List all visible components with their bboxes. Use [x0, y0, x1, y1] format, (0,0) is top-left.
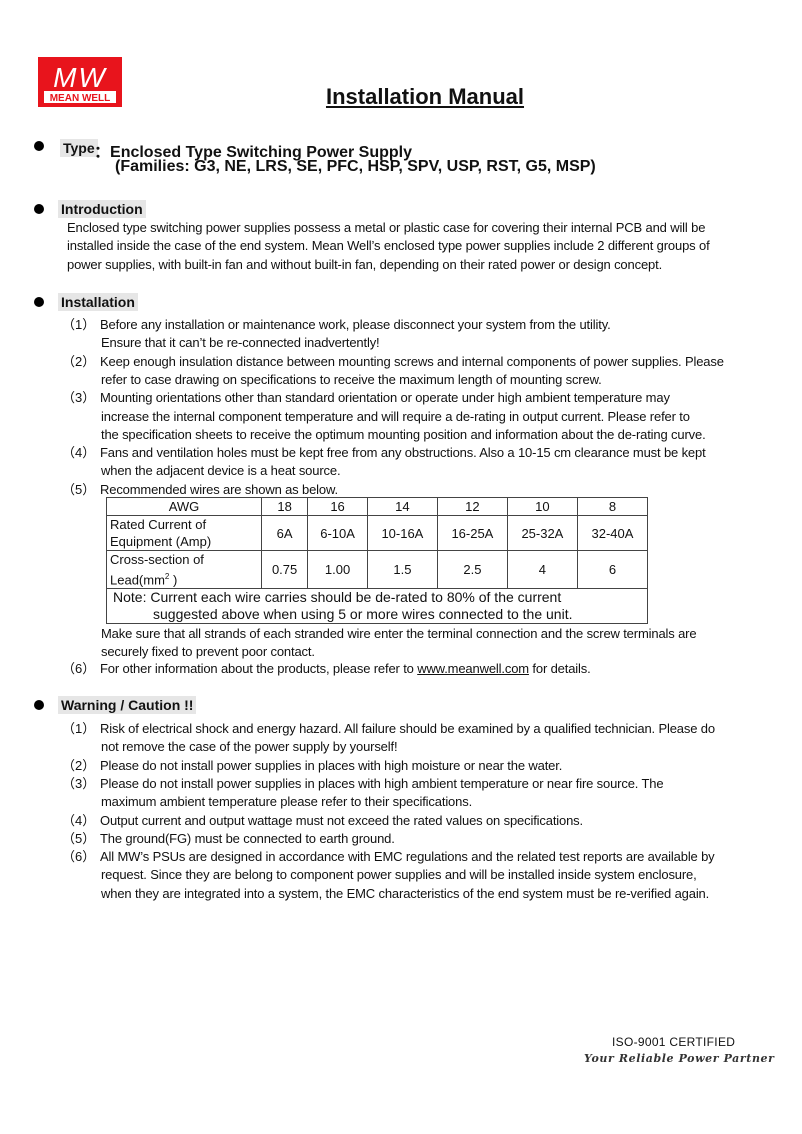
- type-label: Type: [60, 139, 98, 157]
- installation-heading: Installation: [58, 293, 138, 311]
- intro-line: Enclosed type switching power supplies p…: [67, 220, 706, 235]
- table-cell: 1.5: [366, 549, 438, 590]
- table-header-row: AWG 18 16 14 12 10 8: [106, 497, 649, 516]
- item-line: Mounting orientations other than standar…: [100, 390, 670, 406]
- item-number: （6）: [62, 661, 96, 676]
- item-number: （1）: [62, 317, 96, 332]
- type-families: (Families: G3, NE, LRS, SE, PFC, HSP, SP…: [115, 158, 596, 175]
- after-table-line: securely fixed to prevent poor contact.: [101, 644, 315, 660]
- item-number: （4）: [62, 812, 96, 828]
- table-cell: 14: [366, 497, 438, 516]
- table-row: Cross-section of Lead(mm2 ) 0.75 1.00 1.5 2.5…: [106, 549, 649, 590]
- item-line: request. Since they are belong to compon…: [101, 867, 697, 883]
- after-table-line: Make sure that all strands of each stran…: [101, 626, 697, 641]
- table-cell: 6-10A: [307, 515, 368, 551]
- row-label: Cross-section of Lead(mm2 ): [106, 549, 262, 590]
- item-line: not remove the case of the power supply …: [101, 739, 398, 755]
- table-row: Rated Current of Equipment (Amp) 6A 6-10A 10…: [106, 515, 649, 551]
- bullet-icon: [34, 700, 44, 710]
- item-line: Please do not install power supplies in …: [100, 775, 664, 791]
- item-line: Risk of electrical shock and energy haza…: [100, 721, 715, 736]
- table-cell: 16: [307, 497, 368, 516]
- item-number: （3）: [62, 390, 96, 406]
- item-line: Recommended wires are shown as below.: [100, 481, 338, 497]
- item-line: Before any installation or maintenance w…: [100, 317, 611, 332]
- item-line: Fans and ventilation holes must be kept …: [100, 445, 706, 461]
- svg-text:MEAN WELL: MEAN WELL: [50, 93, 111, 104]
- item-number: （5）: [62, 481, 96, 497]
- item-line: the specification sheets to receive the …: [101, 426, 706, 442]
- item-number: （4）: [62, 445, 96, 461]
- item-number: （3）: [62, 775, 96, 791]
- warning-heading: Warning / Caution !!: [58, 696, 197, 714]
- intro-line: installed inside the case of the end sys…: [67, 238, 710, 254]
- item-line: when the adjacent device is a heat sourc…: [101, 463, 341, 479]
- item-line: Keep enough insulation distance between …: [100, 353, 724, 369]
- table-cell: 8: [576, 497, 649, 516]
- table-cell: 4: [506, 549, 578, 590]
- item-line: Output current and output wattage must n…: [100, 812, 583, 828]
- table-cell: 12: [436, 497, 508, 516]
- meanwell-link[interactable]: www.meanwell.com: [417, 661, 529, 676]
- row-label: Rated Current of Equipment (Amp): [106, 515, 262, 551]
- type-value: ：Enclosed Type Switching Power Supply: [94, 144, 412, 161]
- item-number: （5）: [62, 830, 96, 846]
- table-cell: 6A: [260, 515, 309, 551]
- table-cell: 16-25A: [436, 515, 508, 551]
- table-cell: 25-32A: [506, 515, 578, 551]
- table-cell: 10-16A: [366, 515, 438, 551]
- item-line: The ground(FG) must be connected to eart…: [100, 830, 395, 846]
- table-cell: 18: [260, 497, 309, 516]
- table-note: Note: Current each wire carries should b…: [106, 588, 648, 625]
- wire-table: AWG 18 16 14 12 10 8 Rated Current of Equipment …: [106, 497, 649, 625]
- table-cell: 2.5: [436, 549, 508, 590]
- introduction-heading: Introduction: [58, 200, 146, 218]
- table-note-row: Note: Current each wire carries should b…: [106, 588, 648, 625]
- bullet-icon: [34, 204, 44, 214]
- mean-well-logo: MW MEAN WELL: [38, 57, 122, 107]
- iso-certified: ISO-9001 CERTIFIED: [612, 1035, 736, 1049]
- item-line: Ensure that it can’t be re-connected ina…: [101, 335, 380, 351]
- item-line: For other information about the products…: [100, 661, 591, 676]
- svg-text:MW: MW: [53, 62, 107, 93]
- table-cell: 10: [506, 497, 578, 516]
- item-number: （2）: [62, 353, 96, 369]
- item-line: Please do not install power supplies in …: [100, 757, 563, 773]
- item-line: refer to case drawing on specifications …: [101, 371, 602, 387]
- item-line: maximum ambient temperature please refer…: [101, 794, 473, 810]
- item-line: when they are integrated into a system, …: [101, 885, 710, 901]
- item-number: （6）: [62, 849, 96, 865]
- table-cell: 1.00: [307, 549, 368, 590]
- table-cell: 0.75: [260, 549, 309, 590]
- item-line: increase the internal component temperat…: [101, 408, 690, 424]
- table-cell: 32-40A: [576, 515, 649, 551]
- item-line: All MW’s PSUs are designed in accordance…: [100, 849, 715, 865]
- intro-line: power supplies, with built-in fan and wi…: [67, 256, 663, 272]
- page-title: Installation Manual: [325, 84, 525, 109]
- table-cell: AWG: [106, 497, 262, 516]
- item-number: （2）: [62, 757, 96, 773]
- item-number: （1）: [62, 721, 96, 736]
- bullet-icon: [34, 297, 44, 307]
- tagline: Your Reliable Power Partner: [584, 1052, 775, 1065]
- bullet-icon: [34, 141, 44, 151]
- table-cell: 6: [576, 549, 649, 590]
